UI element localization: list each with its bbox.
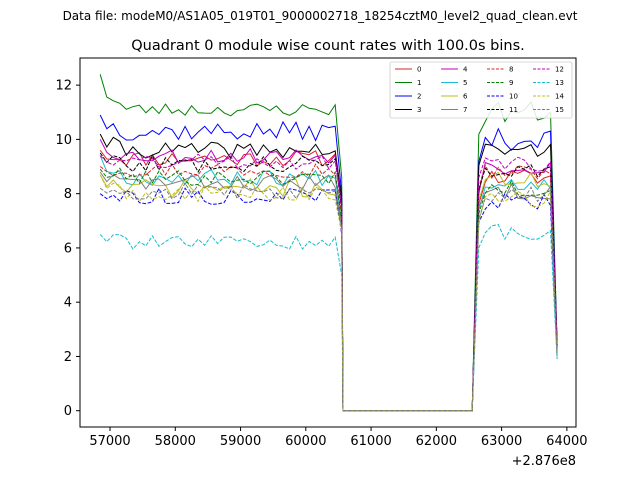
legend-label-9: 9	[509, 79, 513, 87]
x-tick-label: 58000	[155, 434, 196, 449]
legend-label-10: 10	[509, 93, 518, 101]
legend-label-8: 8	[509, 66, 513, 74]
axes-frame	[79, 57, 577, 428]
x-tick-label: 63000	[481, 434, 522, 449]
legend-label-0: 0	[417, 66, 421, 74]
series-line-2	[99, 114, 558, 412]
y-tick-label: 10	[55, 133, 72, 148]
series-line-0	[99, 149, 558, 412]
legend-label-3: 3	[417, 106, 421, 114]
series-lines	[99, 74, 558, 412]
series-line-15	[99, 182, 558, 412]
legend-label-15: 15	[555, 106, 564, 114]
figure-suptitle: Data file: modeM0/AS1A05_019T01_90000027…	[63, 9, 578, 23]
y-tick-label: 4	[64, 296, 72, 311]
x-tick-label: 60000	[285, 434, 326, 449]
plot-area: 57000 58000 59000 60000 61000 62000 63000 64000…	[55, 57, 588, 469]
legend-box	[389, 61, 573, 119]
x-offset-label: +2.876e8	[512, 454, 576, 469]
series-line-10	[99, 187, 558, 412]
series-line-11	[99, 152, 558, 412]
series-line-6	[99, 171, 558, 412]
legend-label-6: 6	[463, 93, 468, 101]
legend-label-7: 7	[463, 106, 467, 114]
legend-label-5: 5	[463, 79, 467, 87]
chart-title: Quadrant 0 module wise count rates with …	[131, 38, 525, 54]
x-tick-label: 57000	[89, 434, 130, 449]
x-tick-label: 59000	[220, 434, 261, 449]
series-line-14	[99, 174, 558, 412]
legend-label-11: 11	[509, 106, 518, 114]
series-line-12	[99, 153, 558, 412]
y-tick-label: 8	[64, 187, 72, 202]
y-tick-label: 6	[64, 241, 72, 256]
x-tick-label: 61000	[350, 434, 391, 449]
legend-label-14: 14	[555, 93, 564, 101]
x-tick-label: 62000	[416, 434, 457, 449]
series-line-9	[99, 167, 558, 412]
legend-label-2: 2	[417, 93, 421, 101]
series-line-8	[99, 162, 558, 412]
legend-label-1: 1	[417, 79, 421, 87]
series-line-13	[99, 224, 558, 412]
legend-label-13: 13	[555, 79, 564, 87]
y-tick-label: 2	[64, 350, 72, 365]
y-tick-label: 12	[55, 79, 72, 94]
y-tick-label: 0	[64, 404, 72, 419]
x-tick-label: 64000	[546, 434, 587, 449]
legend-label-12: 12	[555, 66, 564, 74]
legend-label-4: 4	[463, 66, 468, 74]
